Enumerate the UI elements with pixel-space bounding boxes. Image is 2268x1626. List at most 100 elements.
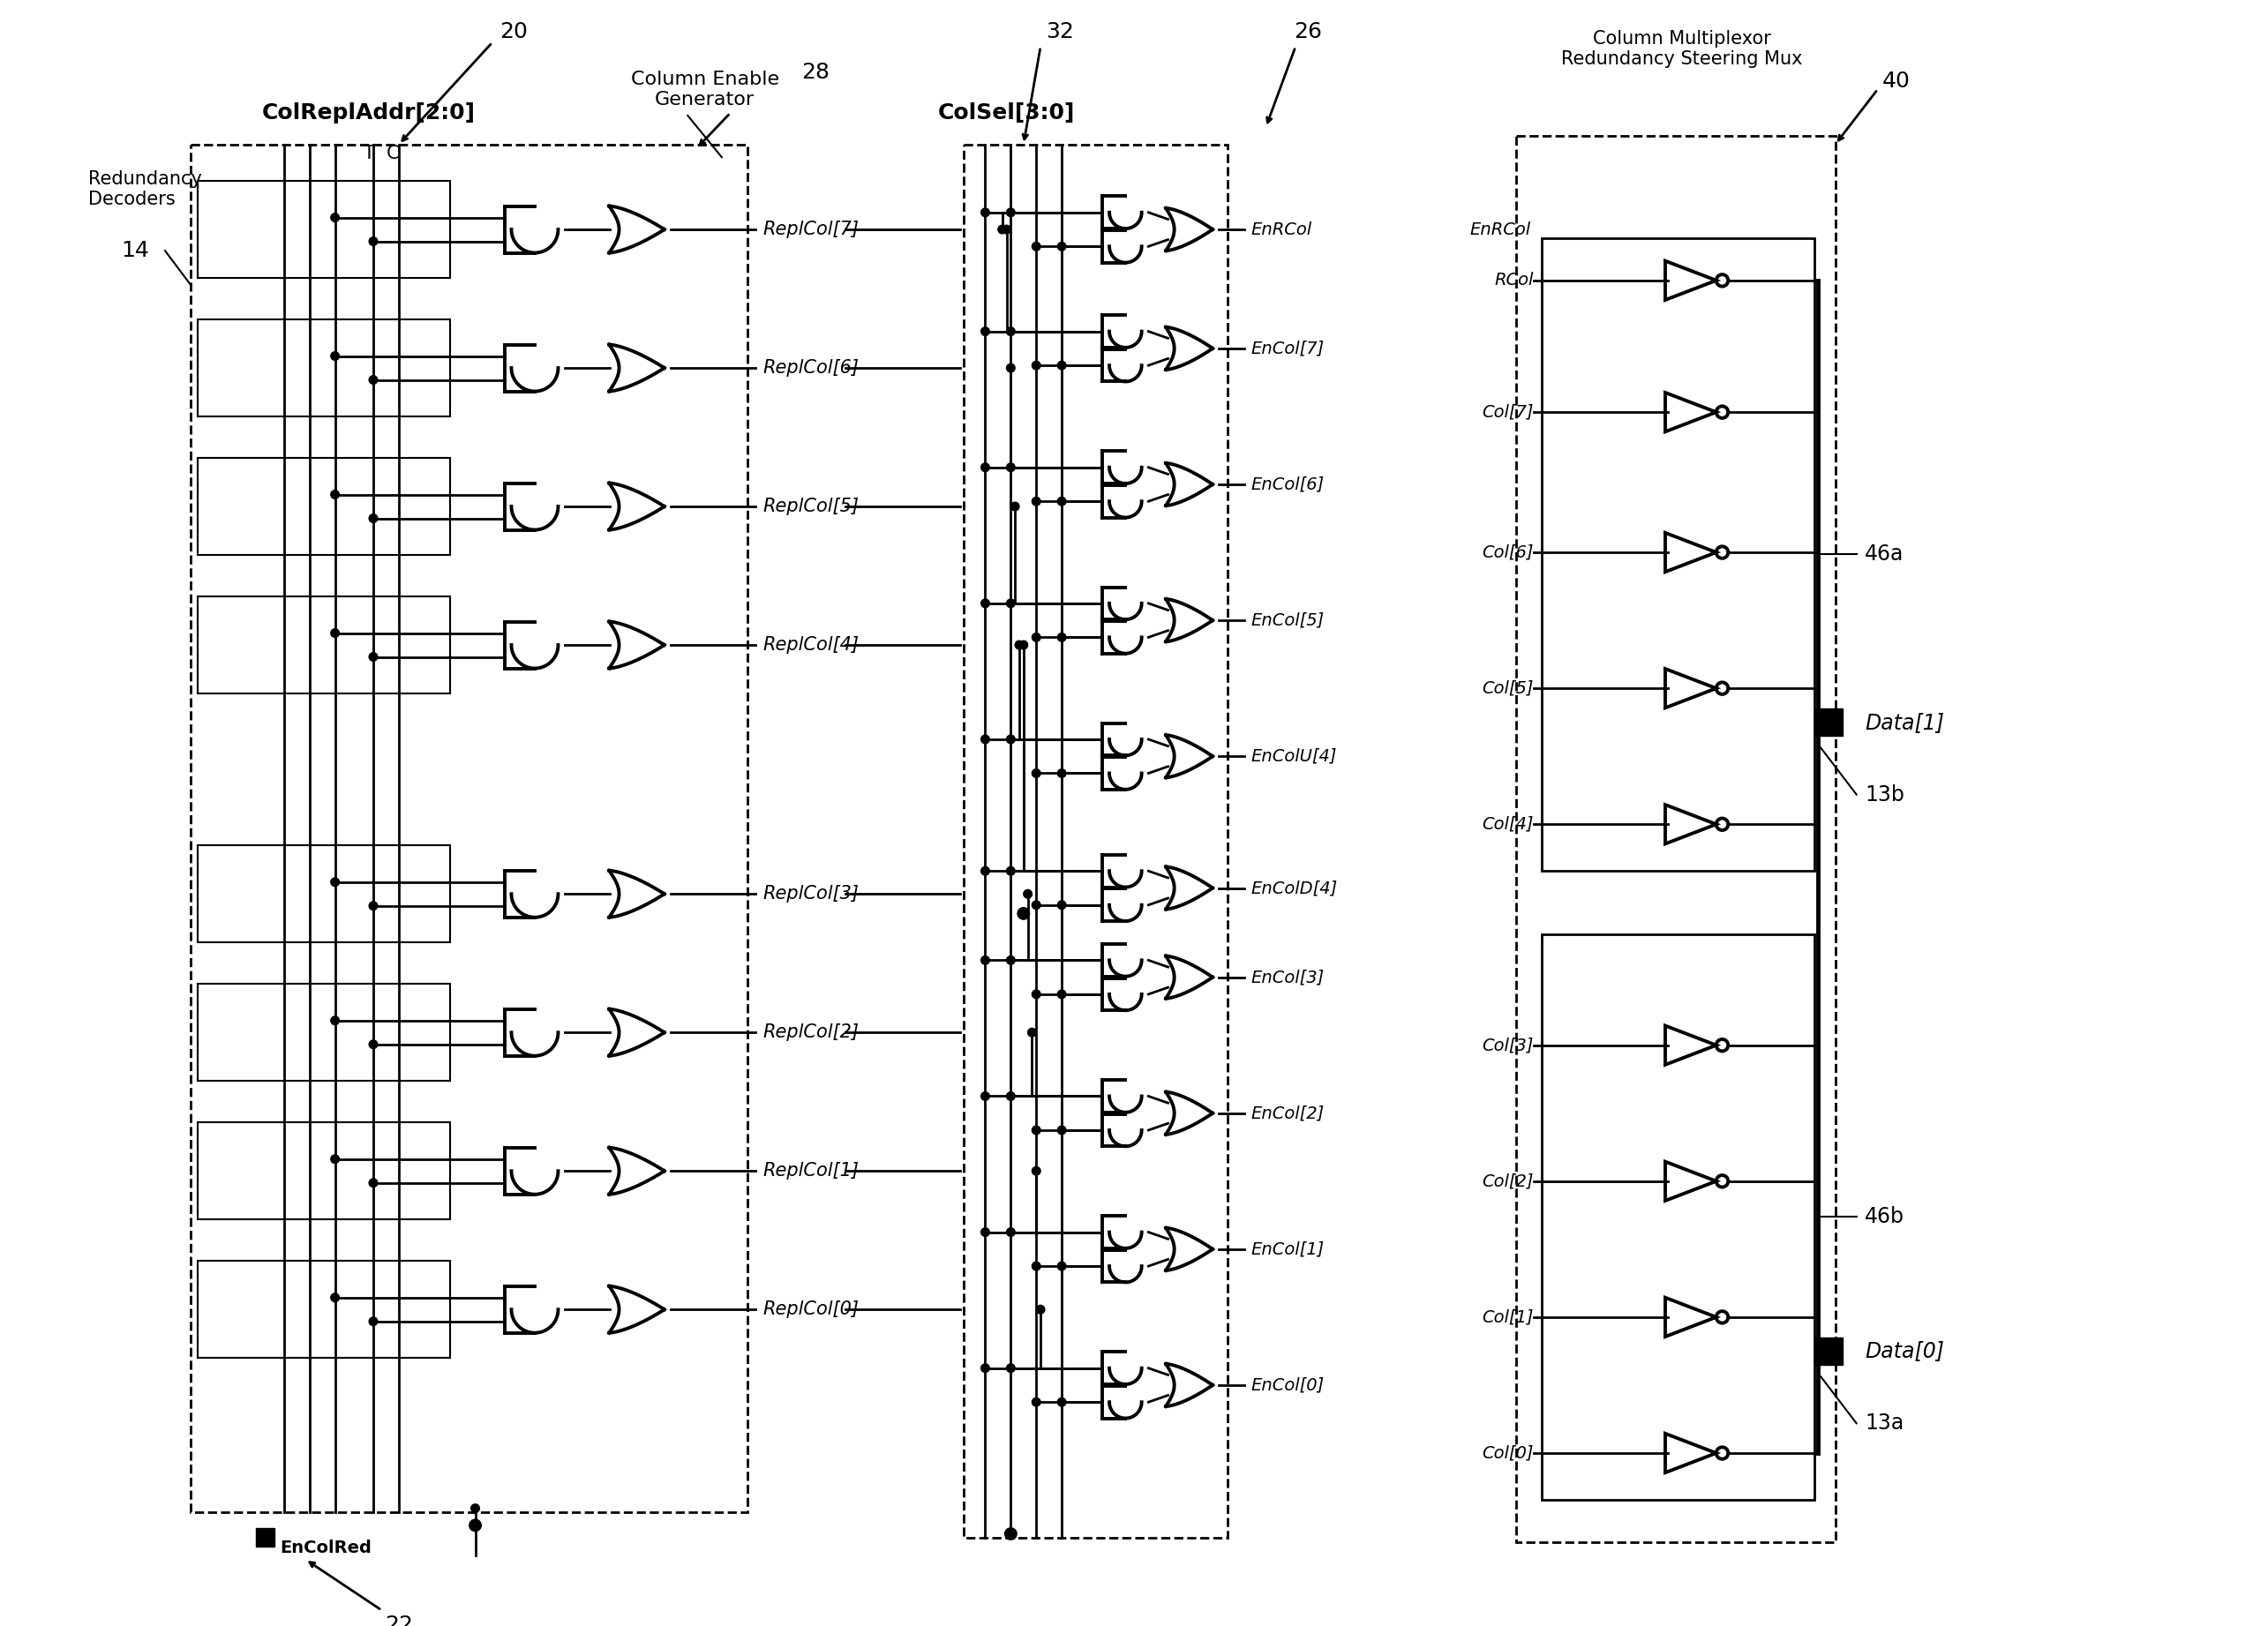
- Bar: [197, 319, 449, 416]
- Circle shape: [982, 1093, 989, 1101]
- Text: 28: 28: [801, 62, 830, 83]
- Text: Col[7]: Col[7]: [1481, 403, 1533, 421]
- Circle shape: [1007, 208, 1016, 216]
- Text: ColReplAddr[2:0]: ColReplAddr[2:0]: [263, 102, 476, 124]
- Text: Col[2]: Col[2]: [1481, 1172, 1533, 1190]
- Circle shape: [1018, 641, 1027, 649]
- Text: 26: 26: [1295, 21, 1322, 42]
- Circle shape: [370, 901, 376, 911]
- Bar: [1542, 935, 1814, 1499]
- Circle shape: [1007, 1364, 1016, 1372]
- Circle shape: [331, 491, 340, 499]
- Circle shape: [370, 514, 376, 522]
- Circle shape: [1032, 1125, 1041, 1135]
- Circle shape: [1032, 498, 1041, 506]
- Circle shape: [331, 629, 340, 637]
- Text: ReplCol[4]: ReplCol[4]: [762, 636, 860, 654]
- Circle shape: [1032, 1398, 1041, 1406]
- Text: ReplCol[1]: ReplCol[1]: [762, 1163, 860, 1180]
- Circle shape: [1057, 1125, 1066, 1135]
- Text: Col[1]: Col[1]: [1481, 1309, 1533, 1325]
- Circle shape: [1002, 224, 1012, 234]
- Bar: [1817, 709, 1844, 737]
- Text: Col[3]: Col[3]: [1481, 1037, 1533, 1054]
- Circle shape: [331, 1154, 340, 1163]
- Text: 14: 14: [120, 241, 150, 262]
- Bar: [197, 984, 449, 1081]
- Text: ColSel[3:0]: ColSel[3:0]: [939, 102, 1075, 124]
- Text: 46a: 46a: [1864, 543, 1905, 564]
- Circle shape: [370, 376, 376, 384]
- Text: 46b: 46b: [1864, 1206, 1905, 1228]
- Bar: [197, 597, 449, 693]
- Circle shape: [1007, 364, 1016, 372]
- Circle shape: [331, 1016, 340, 1024]
- Circle shape: [331, 213, 340, 221]
- Bar: [197, 180, 449, 278]
- Text: ReplCol[7]: ReplCol[7]: [762, 221, 860, 239]
- Text: EnCol[5]: EnCol[5]: [1252, 611, 1325, 629]
- Circle shape: [982, 1228, 989, 1236]
- Circle shape: [1007, 735, 1016, 743]
- Circle shape: [1036, 1306, 1046, 1314]
- Circle shape: [1057, 769, 1066, 777]
- Text: Col[4]: Col[4]: [1481, 816, 1533, 833]
- Circle shape: [1057, 633, 1066, 642]
- Text: EnCol[7]: EnCol[7]: [1252, 340, 1325, 356]
- Circle shape: [1032, 901, 1041, 909]
- Circle shape: [472, 1504, 479, 1512]
- Circle shape: [1032, 769, 1041, 777]
- Circle shape: [1007, 956, 1016, 964]
- Circle shape: [1016, 641, 1023, 649]
- Text: Col[6]: Col[6]: [1481, 545, 1533, 561]
- Text: ReplCol[2]: ReplCol[2]: [762, 1024, 860, 1041]
- Bar: [197, 1122, 449, 1220]
- Circle shape: [982, 463, 989, 472]
- Bar: [964, 145, 1227, 1538]
- Text: Column Multiplexor
Redundancy Steering Mux: Column Multiplexor Redundancy Steering M…: [1563, 29, 1803, 68]
- Text: 22: 22: [386, 1615, 413, 1626]
- Circle shape: [370, 1317, 376, 1325]
- Circle shape: [982, 1364, 989, 1372]
- Bar: [197, 1262, 449, 1358]
- Circle shape: [1007, 1228, 1016, 1236]
- Circle shape: [1057, 901, 1066, 909]
- Text: EnRCol: EnRCol: [1252, 221, 1313, 237]
- Circle shape: [1007, 867, 1016, 875]
- Text: ReplCol[3]: ReplCol[3]: [762, 885, 860, 902]
- Circle shape: [1032, 361, 1041, 369]
- Circle shape: [1007, 1093, 1016, 1101]
- Circle shape: [1032, 633, 1041, 642]
- Circle shape: [1007, 598, 1016, 608]
- Text: EnCol[2]: EnCol[2]: [1252, 1104, 1325, 1122]
- Circle shape: [1032, 1167, 1041, 1176]
- Circle shape: [982, 956, 989, 964]
- Circle shape: [331, 878, 340, 886]
- Text: Data[0]: Data[0]: [1864, 1340, 1944, 1361]
- Text: Column Enable
Generator: Column Enable Generator: [631, 70, 778, 109]
- Circle shape: [1012, 502, 1018, 511]
- Circle shape: [982, 735, 989, 743]
- Text: EnCol[0]: EnCol[0]: [1252, 1377, 1325, 1393]
- Text: EnColD[4]: EnColD[4]: [1252, 880, 1338, 896]
- Text: ReplCol[0]: ReplCol[0]: [762, 1301, 860, 1319]
- Text: 20: 20: [499, 21, 528, 42]
- Circle shape: [1018, 907, 1030, 919]
- Text: Redundancy
Decoders: Redundancy Decoders: [88, 171, 202, 208]
- Bar: [256, 1528, 274, 1546]
- Circle shape: [1057, 498, 1066, 506]
- Circle shape: [982, 598, 989, 608]
- Text: EnCol[1]: EnCol[1]: [1252, 1241, 1325, 1257]
- Circle shape: [1032, 1262, 1041, 1270]
- Text: EnRCol: EnRCol: [1470, 221, 1531, 237]
- Text: RCol: RCol: [1495, 272, 1533, 289]
- Circle shape: [982, 867, 989, 875]
- Text: 13b: 13b: [1864, 784, 1905, 805]
- Circle shape: [1032, 242, 1041, 250]
- Text: Data[1]: Data[1]: [1864, 712, 1944, 733]
- Bar: [1817, 1338, 1844, 1364]
- Circle shape: [1023, 889, 1032, 898]
- Text: 32: 32: [1046, 21, 1075, 42]
- Text: 40: 40: [1882, 70, 1910, 91]
- Circle shape: [1057, 242, 1066, 250]
